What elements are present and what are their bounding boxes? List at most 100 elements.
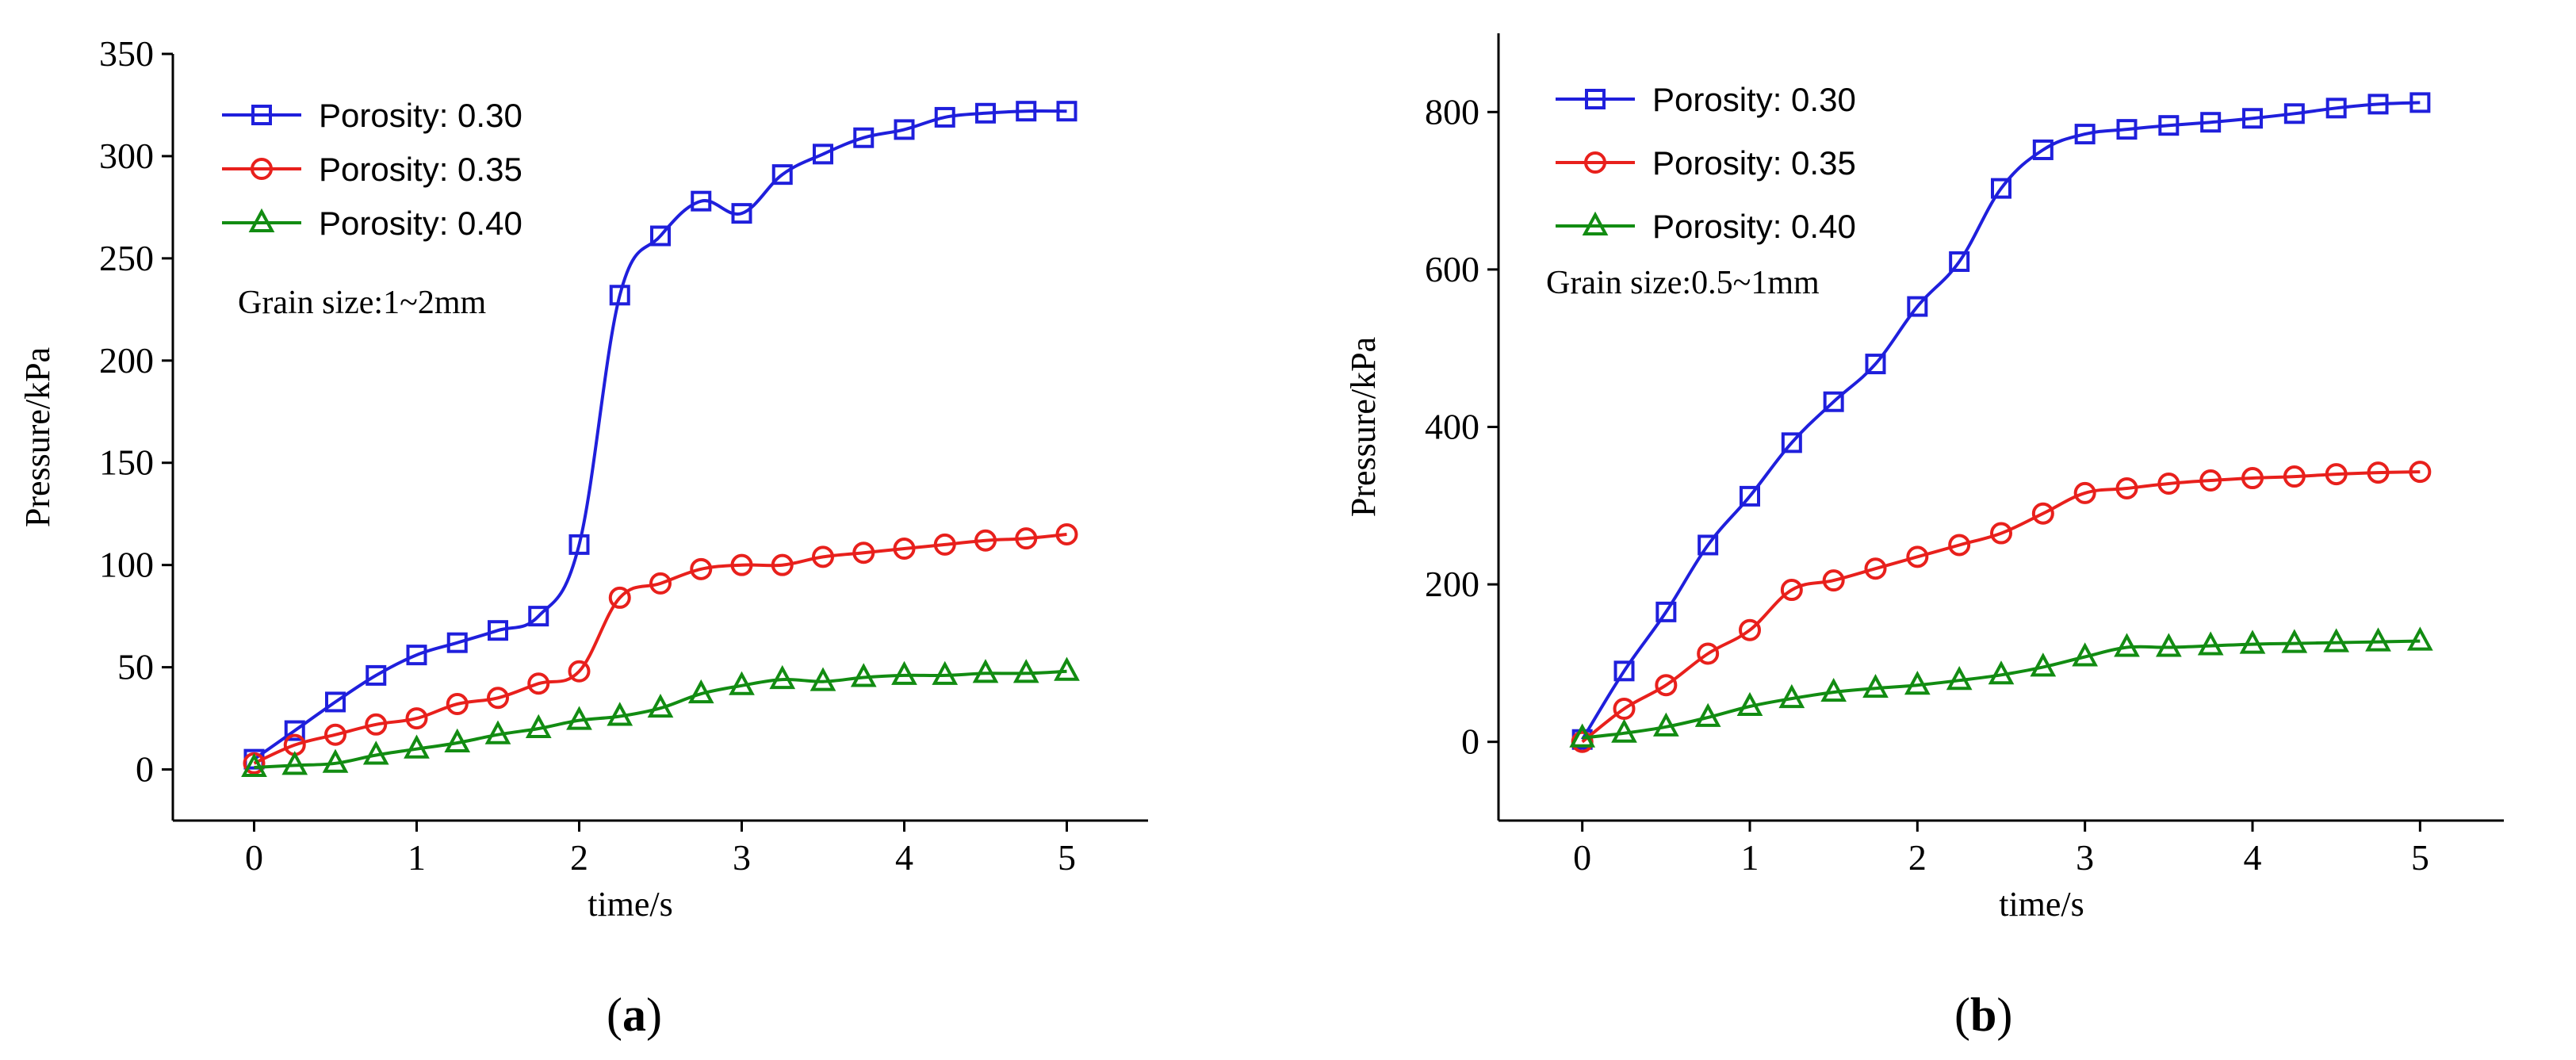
legend-item: Porosity: 0.40 — [222, 205, 522, 242]
x-tick-label: 0 — [1573, 837, 1591, 878]
panel-label-close: ) — [1996, 989, 2012, 1041]
legend-marker — [1585, 89, 1606, 109]
data-point — [1655, 601, 1677, 622]
y-tick-label: 100 — [99, 545, 154, 585]
series-square — [243, 101, 1077, 770]
data-point — [527, 672, 550, 695]
data-point — [1991, 178, 2011, 199]
data-point — [893, 538, 916, 561]
legend-marker — [248, 208, 275, 232]
data-point — [2323, 628, 2350, 652]
series-line — [254, 669, 1067, 769]
grain-size-note: Grain size:1~2mm — [238, 285, 486, 321]
series-circle — [1571, 461, 2432, 753]
data-point — [2325, 463, 2348, 486]
data-point — [1698, 534, 1719, 556]
y-tick-label: 0 — [136, 749, 154, 790]
data-point — [769, 664, 796, 690]
data-point — [568, 534, 590, 555]
series-circle — [243, 522, 1078, 775]
y-tick-label: 250 — [99, 238, 154, 278]
panel-label-letter: a — [622, 989, 646, 1041]
legend-item: Porosity: 0.40 — [1556, 208, 1856, 245]
data-point — [566, 706, 592, 730]
data-point — [1907, 296, 1928, 317]
data-point — [2115, 476, 2138, 499]
data-point — [1865, 354, 1886, 375]
panel-label-letter: b — [1970, 989, 1996, 1041]
data-point — [687, 679, 714, 704]
data-point — [1694, 702, 1721, 727]
data-point — [730, 553, 753, 576]
data-point — [2032, 139, 2054, 160]
data-point — [1904, 671, 1931, 695]
legend-label: Porosity: 0.35 — [1652, 144, 1856, 182]
x-tick-label: 4 — [895, 837, 913, 878]
x-tick-label: 3 — [2076, 837, 2094, 878]
data-point — [729, 671, 755, 695]
data-point — [2157, 472, 2180, 495]
panel-label: (a) — [607, 989, 662, 1041]
data-point — [2030, 652, 2057, 677]
y-axis-title: Pressure/kPa — [1344, 337, 1383, 517]
data-point — [647, 693, 674, 718]
data-point — [2242, 108, 2263, 129]
series-line — [1582, 639, 2421, 740]
data-point — [1569, 723, 1596, 748]
data-point — [281, 751, 308, 775]
data-point — [850, 663, 877, 687]
data-point — [2155, 633, 2182, 657]
data-point — [810, 667, 836, 691]
legend-label: Porosity: 0.30 — [319, 97, 522, 134]
data-point — [607, 702, 633, 726]
data-point — [2031, 502, 2054, 525]
data-point — [322, 748, 349, 773]
data-point — [1016, 101, 1037, 122]
series-square — [1571, 92, 2431, 750]
series-line — [1580, 101, 2421, 740]
data-point — [1990, 522, 2012, 545]
y-tick-label: 50 — [117, 647, 154, 687]
panel-label-close: ) — [646, 989, 662, 1041]
data-point — [2200, 112, 2222, 133]
data-point — [609, 285, 630, 306]
data-point — [362, 740, 389, 765]
panel-label: (b) — [1954, 989, 2012, 1041]
data-point — [771, 553, 794, 576]
data-point — [2367, 461, 2390, 484]
panel-label-open: ( — [1954, 989, 1970, 1041]
data-point — [1988, 660, 2015, 685]
data-point — [1056, 101, 1077, 122]
data-point — [446, 632, 468, 653]
x-tick-label: 0 — [245, 837, 263, 878]
data-point — [2241, 467, 2264, 490]
series-line — [253, 533, 1067, 765]
data-point — [771, 164, 793, 186]
data-point — [325, 691, 346, 713]
data-point — [813, 144, 833, 165]
data-point — [1739, 618, 1761, 641]
chart-panel-a: 0 50 100 150 200 250 300 350 0 1 2 3 4 5 time/s Pressur… — [18, 33, 1148, 1041]
legend-marker — [251, 158, 273, 180]
data-point — [406, 645, 427, 666]
data-point — [891, 660, 917, 685]
data-point — [2073, 481, 2096, 504]
data-point — [2325, 98, 2347, 119]
legend-item: Porosity: 0.35 — [1556, 144, 1856, 182]
chart-panel-b: 0 200 400 600 800 0 1 2 3 4 5 time/s Pressure/kPa Por… — [1344, 33, 2504, 1041]
data-point — [852, 541, 875, 564]
data-point — [2283, 465, 2306, 488]
data-point — [2072, 642, 2099, 667]
legend-item: Porosity: 0.30 — [1556, 81, 1856, 118]
legend-item: Porosity: 0.30 — [222, 97, 522, 134]
data-point — [365, 713, 388, 736]
data-point — [894, 119, 915, 140]
series-line — [253, 109, 1067, 761]
data-point — [366, 664, 387, 686]
data-point — [1613, 660, 1635, 682]
data-point — [972, 659, 999, 683]
data-point — [1611, 718, 1637, 743]
legend-label: Porosity: 0.30 — [1652, 81, 1856, 118]
